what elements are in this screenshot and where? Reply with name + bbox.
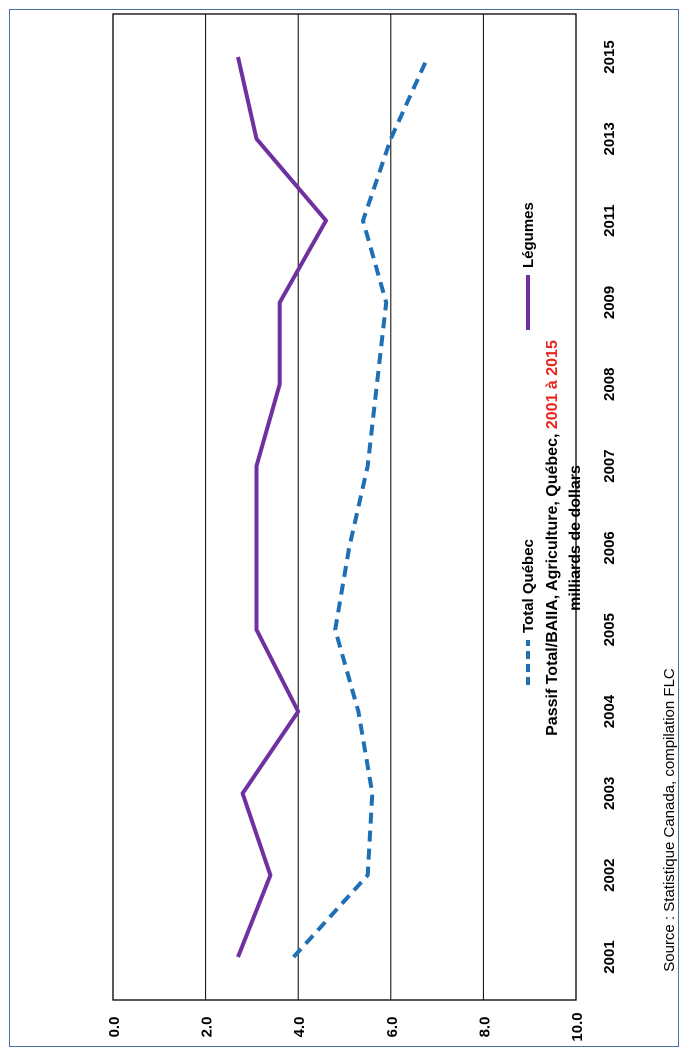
y-tick-label: 0.0 (106, 1017, 123, 1038)
x-tick-label: 2002 (601, 858, 618, 891)
x-tick-label: 2001 (601, 940, 618, 973)
y-tick-label: 4.0 (291, 1017, 308, 1038)
y-tick-label: 8.0 (476, 1017, 493, 1038)
legend-label: Légumes (520, 202, 537, 268)
y-axis-ticks: 0.0 2.0 4.0 6.0 8.0 10.0 (106, 1012, 586, 1041)
x-tick-label: 2013 (601, 122, 618, 155)
x-tick-label: 2011 (601, 204, 618, 237)
x-tick-label: 2003 (601, 777, 618, 810)
x-tick-label: 2006 (601, 531, 618, 564)
series-line-0 (292, 56, 430, 959)
y-tick-label: 6.0 (384, 1017, 401, 1038)
chart-title-part: 2001 à 2015 (544, 340, 561, 429)
chart-title-part: Passif Total/BAIIA, Agriculture, Québec, (544, 429, 561, 736)
chart-title-group: Passif Total/BAIIA, Agriculture, Québec,… (544, 340, 584, 736)
legend-label: Total Québec (520, 539, 537, 633)
y-tick-label: 2.0 (199, 1017, 216, 1038)
x-tick-label: 2007 (601, 449, 618, 482)
chart-title: Passif Total/BAIIA, Agriculture, Québec,… (544, 340, 561, 736)
gridlines (205, 14, 484, 1000)
x-tick-label: 2005 (601, 613, 618, 646)
chart-frame (9, 9, 679, 1047)
y-tick-label: 10.0 (569, 1012, 586, 1041)
x-tick-label: 2004 (601, 694, 618, 728)
plot-area (112, 13, 577, 1001)
legend: Total Québec Légumes (520, 202, 537, 685)
x-tick-label: 2015 (601, 40, 618, 73)
x-tick-label: 2009 (601, 286, 618, 319)
x-axis-ticks: 2001 2002 2003 2004 2005 2006 2007 2008 2009 2011… (601, 40, 618, 973)
x-tick-label: 2008 (601, 368, 618, 401)
source-note: Source : Statistique Canada, compilation… (661, 668, 678, 972)
series-line-1 (236, 56, 328, 958)
series-lines (236, 56, 430, 959)
